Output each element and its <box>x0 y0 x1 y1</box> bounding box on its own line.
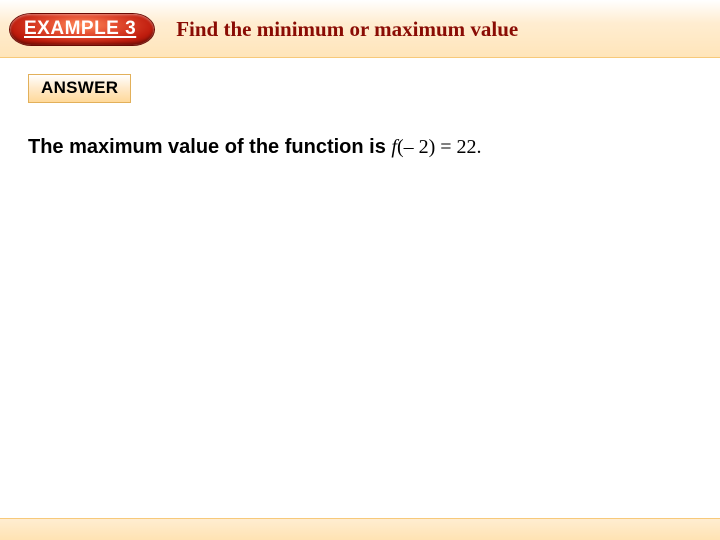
example-badge: EXAMPLE 3 <box>10 14 154 45</box>
bottom-gradient-band <box>0 518 720 540</box>
function-argument-and-value: (– 2) = 22. <box>397 136 482 158</box>
example-badge-text: EXAMPLE 3 <box>24 18 136 39</box>
answer-body: The maximum value of the function is f(–… <box>28 136 692 159</box>
answer-label-text: ANSWER <box>41 78 118 97</box>
slide-title: Find the minimum or maximum value <box>176 17 518 42</box>
answer-label-badge: ANSWER <box>28 74 131 103</box>
answer-sentence-prefix: The maximum value of the function is <box>28 136 391 158</box>
header-row: EXAMPLE 3 Find the minimum or maximum va… <box>0 14 720 45</box>
